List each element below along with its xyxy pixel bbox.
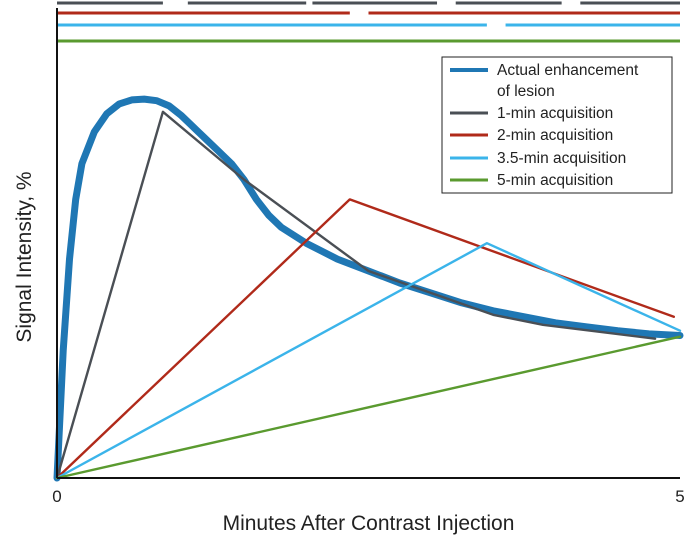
series-line-4 <box>55 241 682 480</box>
x-tick-label-0: 0 <box>52 487 61 506</box>
legend: Actual enhancement of lesion 1-min acquisi… <box>441 56 673 194</box>
timing-bars <box>57 1 680 43</box>
x-axis-label: Minutes After Contrast Injection <box>223 512 515 535</box>
legend-box <box>441 56 673 194</box>
legend-label-2: 1-min acquisition <box>497 105 613 122</box>
series-line-2 <box>55 110 657 480</box>
series-lines <box>53 95 684 482</box>
x-tick-label-5: 5 <box>675 487 684 506</box>
legend-label-4: 3.5-min acquisition <box>497 150 626 167</box>
legend-label-1: Actual enhancement of lesion <box>497 62 639 100</box>
series-line-3 <box>55 198 675 480</box>
legend-label-3: 2-min acquisition <box>497 127 613 144</box>
y-axis-label: Signal Intensity, % <box>13 171 36 342</box>
series-line-1 <box>53 95 684 482</box>
series-line-5 <box>55 335 682 480</box>
legend-label-5: 5-min acquisition <box>497 172 613 189</box>
